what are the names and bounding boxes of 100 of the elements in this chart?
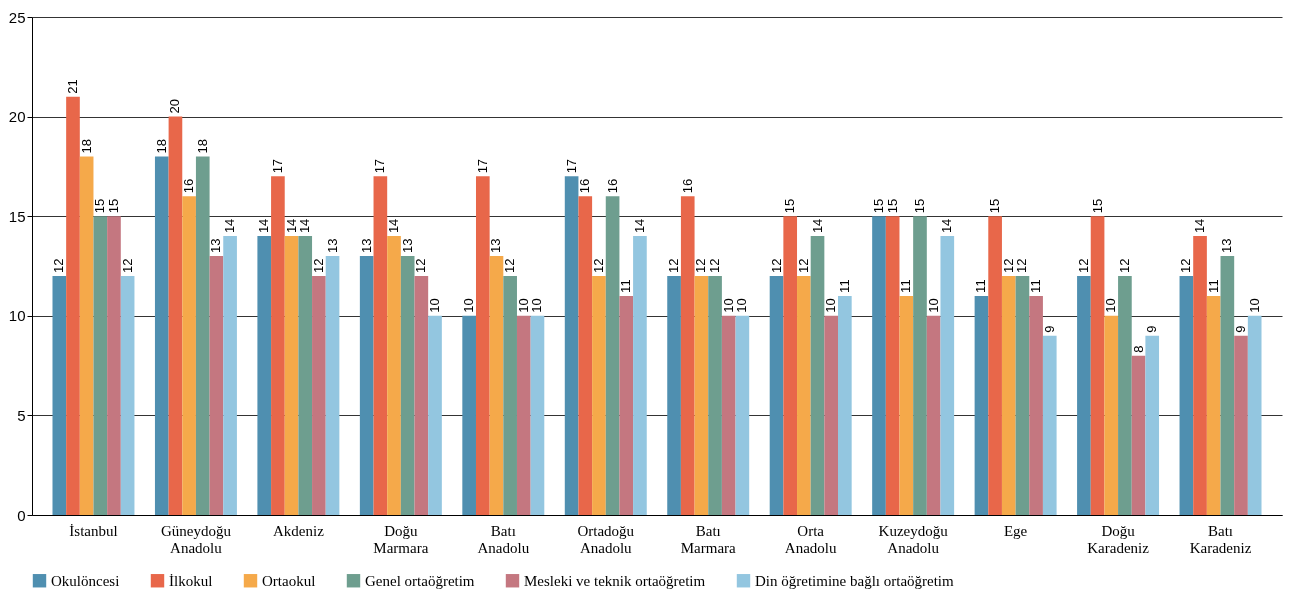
- bar: [414, 275, 429, 515]
- bar: [475, 176, 490, 515]
- bar: [1015, 275, 1030, 515]
- legend-label: Genel ortaöğretim: [365, 572, 475, 589]
- bar: [1042, 335, 1057, 515]
- data-label: 20: [167, 99, 183, 114]
- data-label: 16: [679, 178, 695, 194]
- bar: [257, 236, 272, 515]
- data-label: 21: [64, 79, 80, 94]
- bar: [182, 196, 196, 515]
- data-label: 12: [413, 258, 429, 273]
- y-tick-label: 0: [17, 506, 26, 524]
- data-label: 13: [488, 238, 504, 254]
- bar: [926, 315, 941, 515]
- data-label: 10: [925, 298, 941, 313]
- x-tick-label: Batı Anadolu: [477, 522, 530, 556]
- data-label: 11: [898, 279, 914, 293]
- bar: [667, 275, 681, 515]
- data-label: 11: [973, 279, 989, 293]
- data-label: 17: [372, 158, 388, 174]
- bar: [516, 315, 531, 515]
- bar: [298, 236, 313, 515]
- data-label: 15: [870, 198, 886, 214]
- data-label: 10: [461, 298, 477, 313]
- data-label: 14: [1192, 218, 1208, 234]
- y-tick-label: 10: [8, 307, 26, 325]
- data-label: 11: [1028, 279, 1044, 293]
- x-tick-label: Orta Anadolu: [784, 522, 838, 556]
- bar: [530, 315, 545, 515]
- data-label: 12: [1075, 258, 1091, 273]
- data-label: 18: [153, 138, 169, 154]
- data-label: 15: [1089, 198, 1105, 214]
- data-label: 10: [515, 298, 531, 313]
- data-label: 12: [1014, 258, 1030, 273]
- data-label: 13: [358, 238, 374, 254]
- legend-label: Okulöncesi: [51, 572, 120, 589]
- bar: [325, 256, 340, 515]
- data-label: 14: [222, 218, 238, 234]
- data-label: 15: [782, 198, 798, 214]
- bar: [619, 295, 634, 515]
- bar: [284, 236, 299, 515]
- data-label: 12: [666, 258, 682, 273]
- x-tick-label: Batı Marmara: [680, 522, 737, 556]
- data-label: 11: [618, 279, 634, 293]
- bar: [195, 156, 210, 515]
- data-label: 12: [1116, 258, 1132, 273]
- bar: [913, 216, 927, 515]
- data-label: 14: [256, 218, 272, 234]
- y-tick-label: 20: [8, 108, 26, 126]
- data-label: 10: [823, 298, 839, 313]
- data-label: 10: [720, 298, 736, 313]
- bar: [783, 216, 798, 515]
- legend-label: İlkokul: [169, 572, 213, 589]
- bar: [503, 275, 517, 515]
- data-label: 13: [324, 238, 340, 254]
- bar: [462, 315, 476, 515]
- data-label: 12: [119, 258, 135, 273]
- data-label: 16: [577, 178, 593, 194]
- bar: [810, 236, 825, 515]
- legend-label: Ortaokul: [262, 572, 316, 589]
- data-label: 12: [693, 258, 709, 273]
- bar: [592, 275, 606, 515]
- x-tick-label: Akdeniz: [272, 522, 325, 539]
- data-label: 17: [563, 158, 579, 174]
- bar: [1220, 256, 1235, 515]
- bar: [694, 275, 709, 515]
- data-label: 12: [310, 258, 326, 273]
- bar: [154, 156, 169, 515]
- bar: [708, 275, 722, 515]
- bar: [209, 256, 224, 515]
- x-tick-label: Doğu Karadeniz: [1087, 522, 1150, 556]
- data-label: 13: [1219, 238, 1235, 254]
- bar: [489, 256, 504, 515]
- bar: [885, 216, 900, 515]
- data-label: 14: [809, 218, 825, 234]
- bar: [988, 216, 1002, 515]
- bar: [400, 256, 415, 515]
- bar: [1001, 275, 1016, 515]
- bar: [605, 196, 620, 515]
- bar: [633, 236, 647, 515]
- data-label: 16: [604, 178, 620, 194]
- bar: [1145, 335, 1160, 515]
- data-label: 12: [590, 258, 606, 273]
- bar: [578, 196, 593, 515]
- data-label: 12: [1000, 258, 1016, 273]
- data-label: 10: [734, 298, 750, 313]
- bar: [564, 176, 579, 515]
- data-label: 18: [78, 138, 94, 154]
- x-tick-label: Kuzeydoğu Anadolu: [878, 522, 949, 556]
- bar: [52, 275, 67, 515]
- data-label: 15: [987, 198, 1003, 214]
- data-label: 9: [1233, 325, 1249, 333]
- bar: [66, 96, 80, 515]
- legend-label: Mesleki ve teknik ortaöğretim: [524, 572, 706, 589]
- data-label: 13: [208, 238, 224, 254]
- bar: [872, 216, 886, 515]
- bar: [271, 176, 285, 515]
- bar: [120, 275, 135, 515]
- data-label: 12: [502, 258, 518, 273]
- bar: [373, 176, 388, 515]
